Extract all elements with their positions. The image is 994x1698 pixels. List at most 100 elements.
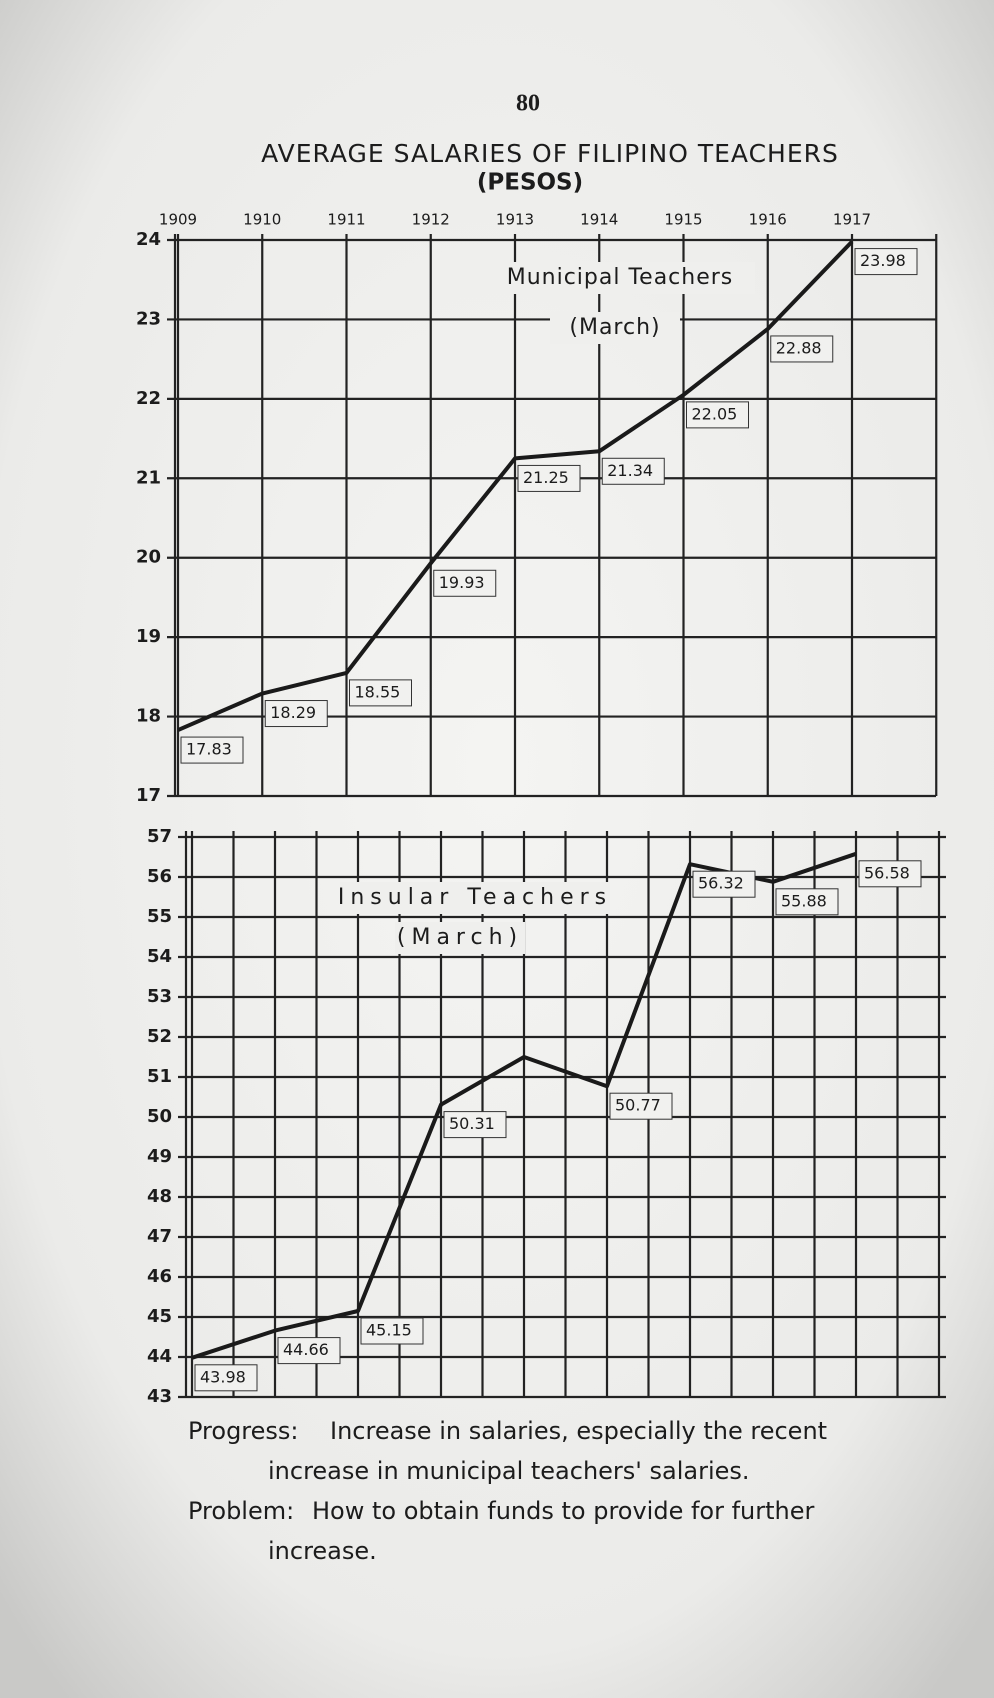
x-tick-label: 1909: [159, 211, 197, 229]
data-label: 18.29: [264, 700, 328, 728]
data-label-text: 18.29: [270, 703, 316, 722]
x-tick-label: 1912: [412, 211, 450, 229]
y-tick-label: 53: [147, 986, 172, 1007]
data-label-box: [686, 401, 749, 429]
annotation: (March): [569, 315, 660, 340]
data-label: 56.32: [692, 870, 756, 898]
y-tick-label: 43: [147, 1386, 172, 1407]
data-label-text: 21.25: [523, 468, 569, 487]
data-label: 23.98: [854, 248, 918, 276]
note-text: increase.: [268, 1537, 377, 1565]
series-label: Insular Teachers: [338, 885, 612, 910]
data-label-box: [360, 1317, 424, 1345]
data-label: 21.25: [517, 464, 581, 492]
data-label-box: [277, 1337, 341, 1365]
data-label-box: [770, 335, 834, 363]
data-label: 50.77: [609, 1092, 673, 1120]
data-label: 56.58: [858, 860, 922, 888]
data-label-box: [858, 860, 922, 888]
note-label: Problem:: [188, 1497, 294, 1525]
data-label: 43.98: [194, 1364, 258, 1392]
y-tick-label: 44: [147, 1346, 172, 1367]
data-label-box: [433, 569, 497, 597]
data-label: 17.83: [180, 736, 244, 764]
y-tick-label: 47: [147, 1226, 172, 1247]
data-label: 18.55: [349, 679, 412, 707]
data-label-text: 21.34: [607, 461, 653, 480]
y-tick-label: 19: [136, 626, 161, 647]
data-label-box: [601, 457, 665, 485]
data-label-box: [609, 1092, 673, 1120]
data-label-text: 56.32: [698, 874, 744, 893]
data-label-box: [692, 870, 756, 898]
y-tick-label: 17: [136, 785, 161, 806]
y-tick-label: 49: [147, 1146, 172, 1167]
note-text: How to obtain funds to provide for furth…: [312, 1497, 815, 1525]
data-label-box: [517, 464, 581, 492]
series-label-bg: [485, 262, 755, 294]
data-label-text: 55.88: [781, 891, 827, 910]
data-label: 19.93: [433, 569, 497, 597]
data-label-box: [854, 248, 918, 276]
data-label-text: 43.98: [200, 1367, 246, 1386]
data-label-box: [775, 888, 839, 916]
title: AVERAGE SALARIES OF FILIPINO TEACHERS: [261, 139, 839, 168]
x-tick-label: 1913: [496, 211, 534, 229]
y-tick-label: 48: [147, 1186, 172, 1207]
annotation-bg: [550, 312, 680, 344]
y-tick-label: 22: [136, 388, 161, 409]
data-label-text: 19.93: [439, 573, 485, 592]
data-label-text: 22.88: [776, 338, 822, 357]
y-tick-label: 24: [136, 229, 161, 250]
x-tick-label: 1915: [664, 211, 702, 229]
y-tick-label: 46: [147, 1266, 172, 1287]
data-label-text: 17.83: [186, 740, 232, 759]
line: [177, 240, 854, 732]
y-tick-label: 51: [147, 1066, 172, 1087]
x-tick-label: 1911: [327, 211, 365, 229]
y-tick-label: 57: [147, 826, 172, 847]
note-text: increase in municipal teachers' salaries…: [268, 1457, 750, 1485]
x-tick-label: 1917: [833, 211, 871, 229]
x-tick-label: 1914: [580, 211, 618, 229]
data-label-text: 22.05: [692, 404, 738, 423]
data-label-text: 18.55: [355, 682, 401, 701]
y-tick-label: 18: [136, 706, 161, 727]
x-tick-label: 1910: [243, 211, 281, 229]
data-label-text: 23.98: [860, 251, 906, 270]
notes: Progress: Increase in salaries, especiall…: [188, 1417, 827, 1565]
data-label: 22.88: [770, 335, 834, 363]
data-label: 45.15: [360, 1317, 424, 1345]
data-label: 22.05: [686, 401, 749, 429]
y-tick-label: 20: [136, 547, 161, 568]
y-tick-label: 55: [147, 906, 172, 927]
data-label: 55.88: [775, 888, 839, 916]
subtitle: (PESOS): [477, 170, 583, 196]
data-label-text: 50.77: [615, 1096, 661, 1115]
data-label-text: 44.66: [283, 1340, 329, 1359]
series-label-bg: [340, 882, 610, 914]
y-tick-label: 54: [147, 946, 172, 967]
y-tick-label: 21: [136, 467, 161, 488]
x-tick-label: 1916: [749, 211, 787, 229]
note-text: Increase in salaries, especially the rec…: [330, 1417, 827, 1445]
data-label: 44.66: [277, 1337, 341, 1365]
data-label-text: 45.15: [366, 1321, 412, 1340]
y-tick-label: 50: [147, 1106, 172, 1127]
data-label: 50.31: [443, 1111, 507, 1139]
series-label: Municipal Teachers: [507, 265, 734, 290]
note-label: Progress:: [188, 1417, 299, 1445]
y-tick-label: 45: [147, 1306, 172, 1327]
y-tick-label: 52: [147, 1026, 172, 1047]
data-label-text: 50.31: [449, 1114, 495, 1133]
data-label-text: 56.58: [864, 863, 910, 882]
data-label-box: [194, 1364, 258, 1392]
data-label-box: [443, 1111, 507, 1139]
data-label-box: [180, 736, 244, 764]
data-label-box: [264, 700, 328, 728]
y-tick-label: 56: [147, 866, 172, 887]
annotation-bg: [395, 922, 525, 954]
y-tick-label: 23: [136, 308, 161, 329]
